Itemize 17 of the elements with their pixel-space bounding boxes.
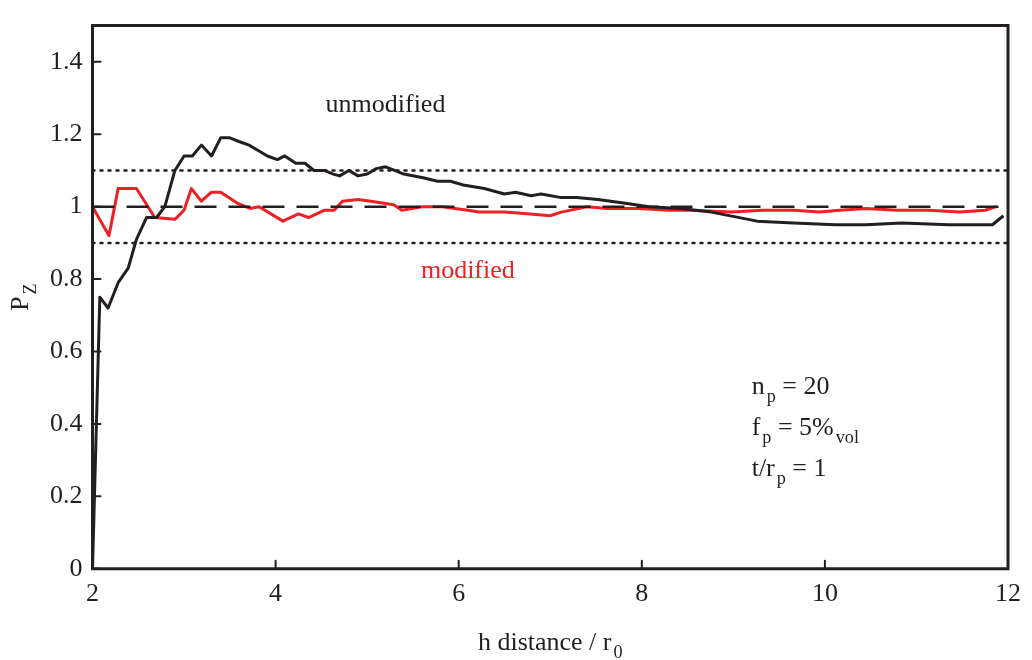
y-axis-title: PZ xyxy=(5,283,40,311)
y-tick-label: 1.2 xyxy=(50,118,83,148)
series-label: modified xyxy=(420,255,515,285)
x-tick-label: 8 xyxy=(635,578,649,608)
x-tick-label: 2 xyxy=(86,578,99,608)
x-tick-label: 10 xyxy=(811,578,838,608)
x-tick-label: 6 xyxy=(452,578,466,608)
y-tick-label: 0 xyxy=(69,552,83,582)
y-tick-label: 0.6 xyxy=(50,335,83,365)
y-tick-label: 0.4 xyxy=(50,407,83,437)
y-tick-label: 1 xyxy=(69,190,83,220)
x-tick-label: 4 xyxy=(269,578,283,608)
y-tick-label: 0.8 xyxy=(50,262,83,292)
x-tick-label: 12 xyxy=(995,578,1021,608)
y-tick-label: 0.2 xyxy=(50,480,83,510)
y-tick-label: 1.4 xyxy=(50,45,83,75)
series-label: unmodified xyxy=(325,88,446,118)
